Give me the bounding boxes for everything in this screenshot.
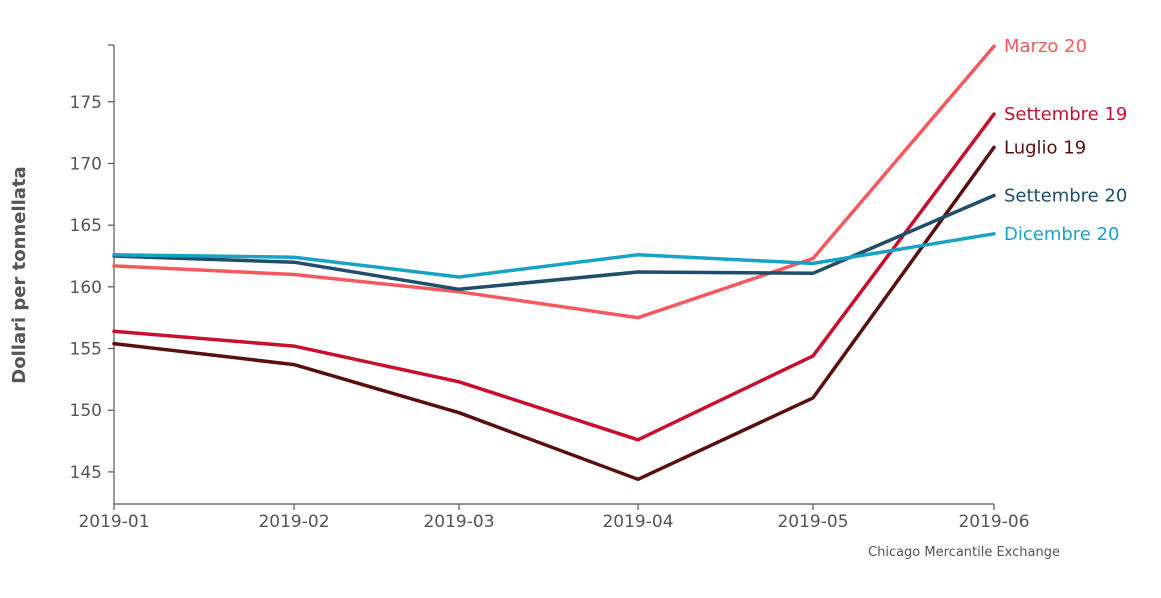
series-label: Luglio 19 bbox=[1004, 137, 1086, 158]
y-tick-label: 155 bbox=[70, 340, 102, 360]
series-labels: Marzo 20 Settembre 19 Luglio 19 Settembre 2… bbox=[1004, 36, 1127, 245]
x-tick-label: 2019-03 bbox=[423, 512, 494, 532]
x-tick-label: 2019-01 bbox=[78, 512, 149, 532]
series-label: Settembre 19 bbox=[1004, 104, 1127, 125]
y-tick-label: 150 bbox=[70, 401, 102, 421]
source-note: Chicago Mercantile Exchange bbox=[868, 545, 1060, 560]
series-label: Dicembre 20 bbox=[1004, 224, 1120, 245]
y-axis: 145 150 155 160 165 170 175 bbox=[70, 44, 115, 504]
y-tick-label: 145 bbox=[70, 463, 102, 483]
x-tick-label: 2019-02 bbox=[258, 512, 329, 532]
y-axis-label: Dollari per tonnellata bbox=[9, 166, 30, 383]
y-tick-label: 165 bbox=[70, 216, 102, 236]
x-tick-label: 2019-06 bbox=[958, 512, 1029, 532]
series-line bbox=[112, 232, 996, 279]
series-lines bbox=[112, 44, 996, 482]
series-line bbox=[112, 145, 996, 482]
series-line bbox=[112, 112, 996, 442]
y-tick-label: 170 bbox=[70, 154, 102, 174]
y-tick-label: 175 bbox=[70, 93, 102, 113]
series-label: Marzo 20 bbox=[1004, 36, 1087, 57]
series-label: Settembre 20 bbox=[1004, 186, 1127, 207]
series-line bbox=[112, 193, 996, 292]
x-tick-label: 2019-04 bbox=[602, 512, 673, 532]
x-tick-label: 2019-05 bbox=[777, 512, 848, 532]
series-line bbox=[112, 44, 996, 320]
x-axis: 2019-01 2019-02 2019-03 2019-04 2019-05 2019-… bbox=[78, 503, 1030, 532]
y-tick-label: 160 bbox=[70, 278, 102, 298]
